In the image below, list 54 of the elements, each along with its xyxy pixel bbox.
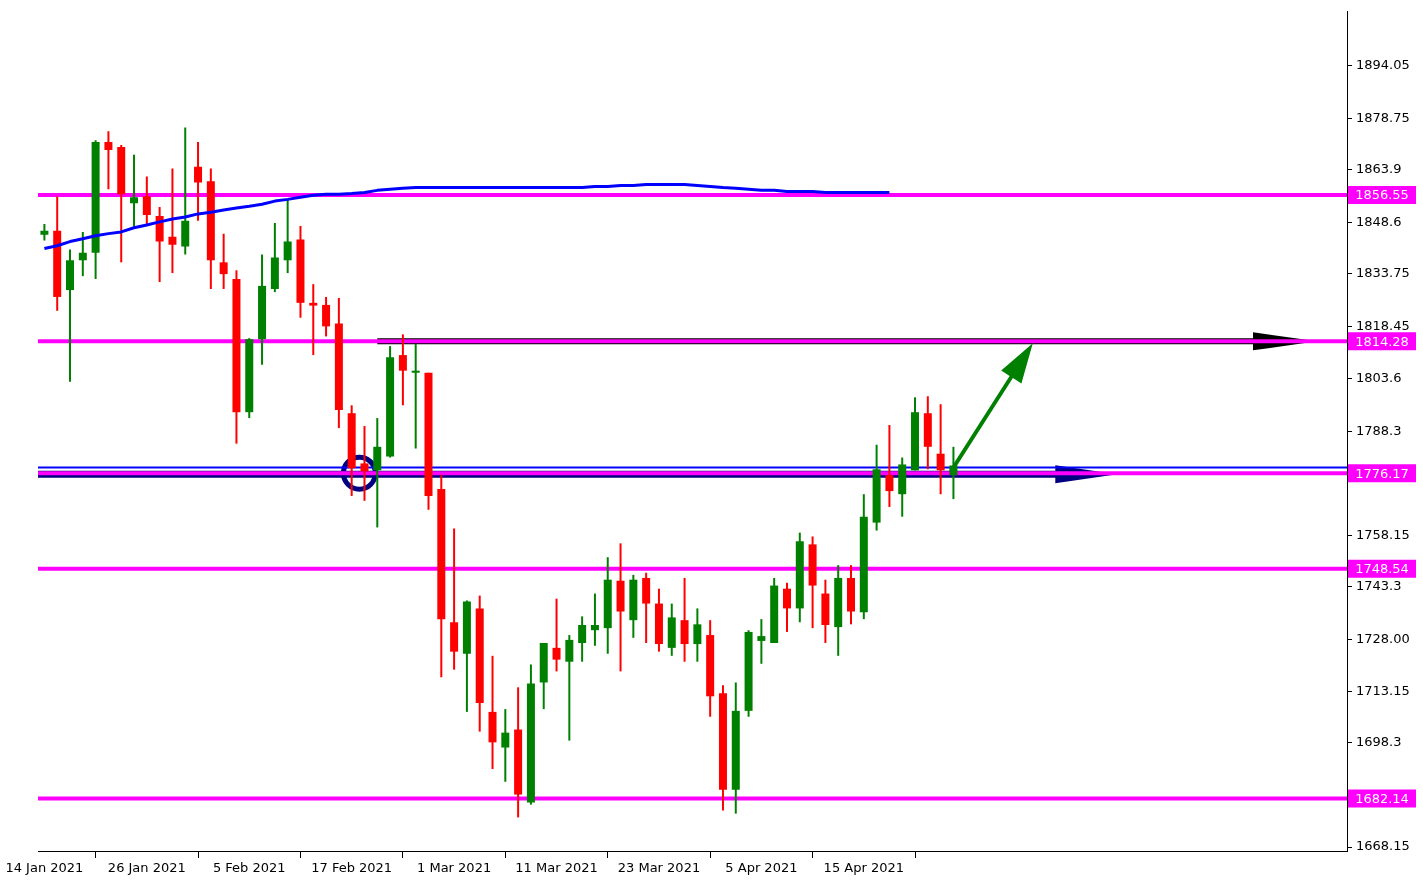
- y-tick-label: 1698.3: [1356, 734, 1402, 750]
- ref-line-label: 1814.28: [1355, 333, 1409, 349]
- y-tick-label: 1818.45: [1356, 318, 1410, 334]
- candlestick: [578, 615, 587, 663]
- x-tick-label: 15 Apr 2021: [823, 860, 904, 876]
- candlestick: [757, 618, 766, 665]
- ref-line-label: 1776.17: [1355, 465, 1409, 481]
- candlestick: [936, 403, 945, 496]
- candlestick: [104, 130, 113, 191]
- candlestick: [590, 592, 599, 647]
- x-tick-label: 23 Mar 2021: [617, 860, 701, 876]
- y-tick-label: 1713.15: [1356, 682, 1410, 698]
- y-tick-label: 1848.6: [1356, 213, 1402, 229]
- ref-line-label: 1856.55: [1355, 187, 1409, 203]
- candlestick: [283, 198, 292, 275]
- candlestick: [322, 295, 331, 338]
- candlestick: [411, 343, 420, 450]
- candlestick: [398, 333, 407, 407]
- candlestick: [949, 445, 958, 501]
- y-tick-label: 1833.75: [1356, 265, 1410, 281]
- y-tick-label: 1863.9: [1356, 160, 1402, 176]
- x-tick-label: 17 Feb 2021: [311, 860, 393, 876]
- candlestick: [360, 425, 369, 502]
- ref-line-label: 1682.14: [1355, 790, 1409, 806]
- candlestick: [782, 581, 791, 633]
- x-tick-label: 11 Mar 2021: [515, 860, 598, 876]
- candlestick: [309, 283, 318, 357]
- ref-line-label: 1748.54: [1355, 561, 1409, 577]
- x-tick-label: 14 Jan 2021: [5, 860, 84, 876]
- candlestick: [565, 634, 574, 742]
- candlestick: [78, 230, 87, 278]
- candlestick: [219, 232, 228, 290]
- x-tick-label: 26 Jan 2021: [107, 860, 186, 876]
- candlestick: [552, 597, 561, 673]
- y-tick-label: 1788.3: [1356, 422, 1402, 438]
- candlestick: [373, 417, 382, 529]
- candlestick: [194, 140, 203, 222]
- y-tick-label: 1728.00: [1356, 631, 1410, 647]
- x-tick-label: 1 Mar 2021: [417, 860, 492, 876]
- y-tick-label: 1758.15: [1356, 526, 1410, 542]
- x-tick-label: 5 Feb 2021: [212, 860, 286, 876]
- candlestick: [130, 153, 139, 228]
- candlestick: [680, 576, 689, 663]
- candlestick: [885, 424, 894, 509]
- y-tick-label: 1803.6: [1356, 369, 1402, 385]
- x-tick-label: 5 Apr 2021: [725, 860, 798, 876]
- candlestick: [693, 607, 702, 663]
- y-tick-label: 1668.15: [1356, 838, 1410, 854]
- y-tick-label: 1894.05: [1356, 56, 1410, 72]
- y-tick-label: 1878.75: [1356, 109, 1410, 125]
- candlestick: [168, 167, 177, 275]
- y-tick-label: 1743.3: [1356, 578, 1402, 594]
- candlestick: [501, 708, 510, 783]
- candlestick: [142, 175, 151, 225]
